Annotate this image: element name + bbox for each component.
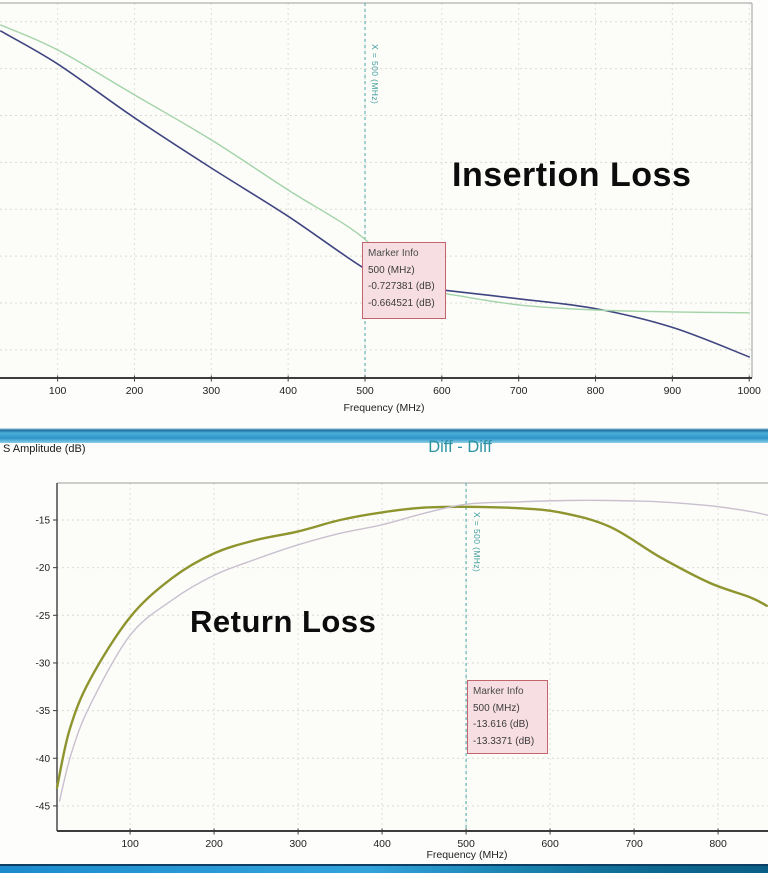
- x-tick-label: 900: [664, 385, 682, 397]
- x-axis-title-bottom: Frequency (MHz): [426, 849, 508, 861]
- taskbar: [0, 864, 768, 873]
- x-tick-label: 200: [126, 385, 144, 397]
- marker-info-value: -0.727381 (dB): [368, 281, 435, 292]
- return-loss-plot-bg: [57, 483, 768, 831]
- x-tick-label: 100: [49, 385, 67, 397]
- marker-info-value: -13.3371 (dB): [473, 735, 535, 747]
- marker-x-label-top: X = 500 (MHz): [370, 44, 380, 105]
- x-axis-title-top: Frequency (MHz): [343, 402, 425, 414]
- y-tick-label: -30: [36, 658, 51, 669]
- x-tick-label: 600: [433, 385, 451, 397]
- x-tick-label: 600: [541, 838, 559, 850]
- x-tick-label: 500: [457, 838, 475, 850]
- x-tick-label: 400: [373, 838, 391, 850]
- x-tick-label: 1000: [738, 385, 762, 397]
- insertion-loss-plot-area: 100 200 300 400 500 600 700 800 900 1000: [0, 2, 762, 397]
- y-tick-label: -25: [36, 611, 51, 622]
- marker-info-value: -0.664521 (dB): [368, 297, 435, 309]
- y-tick-label: -15: [36, 516, 51, 527]
- x-tick-label: 800: [587, 385, 605, 397]
- trace-2-lavender: [58, 499, 768, 802]
- insertion-loss-label: Insertion Loss: [452, 156, 692, 194]
- y-tick-label: -40: [36, 754, 51, 765]
- marker-info-title: Marker Info: [473, 686, 524, 697]
- marker-x-label-bottom: X = 500 (MHz): [472, 512, 482, 573]
- return-loss-plot-area: 100 200 300 400 500 600 700 800 -15 -20 -25 -30 -35 -…: [36, 482, 768, 850]
- y-tick-label: -45: [36, 801, 51, 812]
- x-tick-label: 300: [289, 838, 307, 850]
- x-tick-label: 700: [510, 385, 528, 397]
- y-axis-title: S Amplitude (dB): [3, 443, 86, 455]
- marker-info-value: -13.616 (dB): [473, 719, 529, 730]
- plot-title: Diff - Diff: [428, 438, 492, 456]
- marker-info-title: Marker Info: [368, 248, 419, 259]
- marker-info-box-top[interactable]: Marker Info 500 (MHz) -0.727381 (dB) -0.66…: [362, 242, 446, 319]
- marker-info-value: 500 (MHz): [368, 264, 415, 276]
- x-tick-label: 200: [205, 838, 223, 850]
- return-loss-label: Return Loss: [190, 604, 377, 639]
- y-tick-label: -20: [36, 563, 51, 574]
- x-tick-label: 800: [709, 838, 727, 850]
- trace-1-olive: [55, 505, 768, 789]
- x-tick-label: 100: [121, 838, 139, 850]
- x-tick-label: 500: [356, 385, 374, 397]
- window-divider-bar: [0, 428, 768, 443]
- marker-info-box-bottom[interactable]: Marker Info 500 (MHz) -13.616 (dB) -13.337…: [467, 680, 548, 754]
- y-tick-label: -35: [36, 706, 51, 717]
- marker-info-value: 500 (MHz): [473, 702, 520, 714]
- x-tick-label: 700: [625, 838, 643, 850]
- x-tick-label: 300: [203, 385, 221, 397]
- x-tick-label: 400: [279, 385, 297, 397]
